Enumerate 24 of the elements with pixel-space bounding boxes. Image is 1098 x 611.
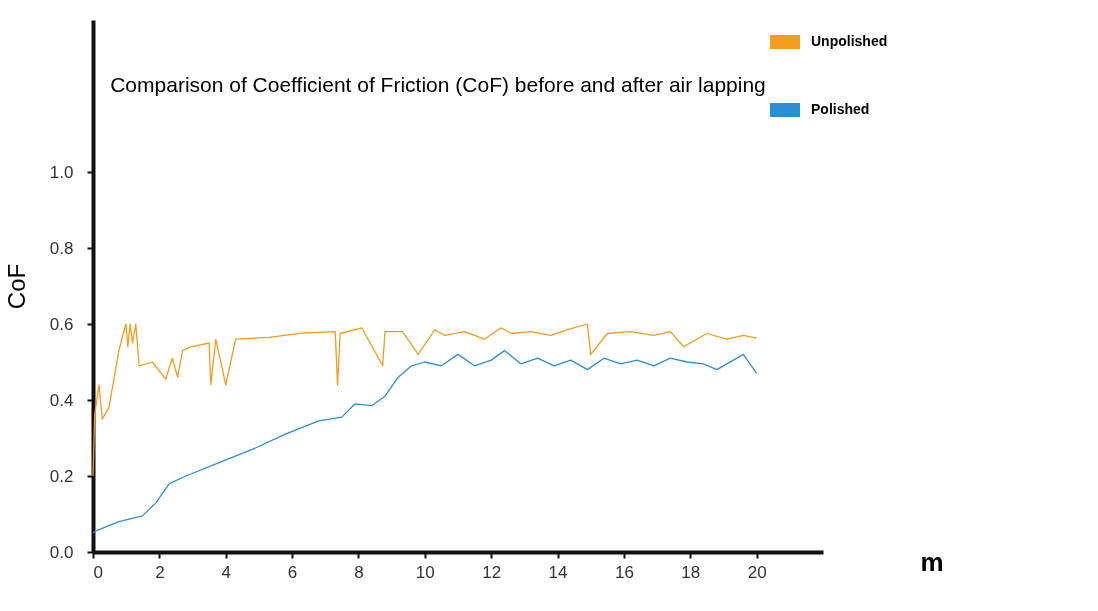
x-tick-label: 14	[548, 562, 568, 582]
text: Comparison of Coefficient of Friction (CoF) before and after air lapping	[110, 73, 766, 96]
x-tick-label: 12	[482, 562, 502, 582]
x-tick-label: 20	[747, 562, 767, 582]
x-tick-label: 8	[354, 562, 364, 582]
x-tick-label: 6	[287, 562, 298, 582]
x-tick-label: 10	[415, 562, 435, 582]
line-series	[92, 323, 758, 477]
legend-label: Unpolished	[811, 33, 888, 49]
line-series	[92, 349, 758, 534]
y-tick-label: 0.8	[49, 238, 74, 258]
legend-label: Polished	[811, 101, 870, 117]
x-tick-label: 4	[221, 562, 231, 582]
x-tick-label: 2	[155, 562, 165, 582]
y-tick-label: 1.0	[49, 162, 74, 182]
x-tick-label: 0	[93, 562, 103, 582]
x-tick-label: 16	[614, 562, 634, 582]
y-tick-label: 0.6	[49, 314, 74, 334]
y-tick-label: 0.4	[49, 390, 74, 410]
y-tick-label: 0.0	[49, 542, 74, 562]
y-tick-label: 0.2	[49, 466, 74, 486]
x-tick-label: 18	[681, 562, 701, 582]
x-axis-title: m	[920, 546, 944, 577]
y-axis-title: CoF	[2, 263, 30, 310]
